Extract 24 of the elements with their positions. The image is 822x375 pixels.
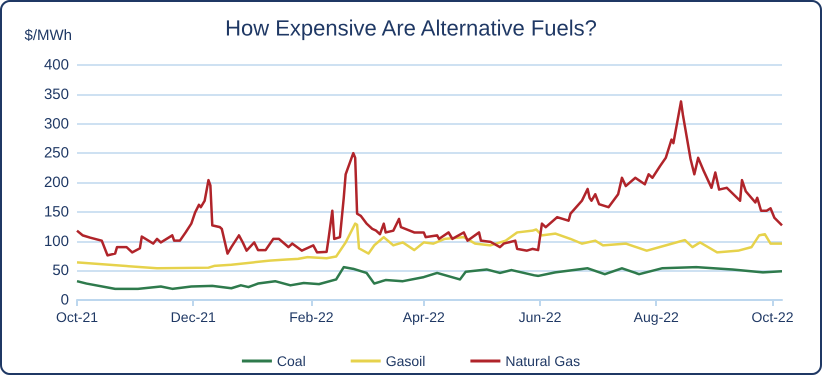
x-tick-label: Oct-21 — [56, 309, 98, 325]
legend-label: Natural Gas — [505, 353, 580, 369]
legend-label: Gasoil — [386, 353, 426, 369]
y-axis-title: $/MWh — [24, 27, 72, 44]
y-tick-label: 300 — [44, 115, 69, 132]
y-tick-label: 150 — [44, 203, 69, 220]
x-tick-label: Dec-21 — [170, 309, 216, 325]
x-tick-label: Apr-22 — [402, 309, 446, 325]
x-tick-label: Aug-22 — [634, 309, 680, 325]
legend-label: Coal — [276, 353, 306, 369]
chart-title: How Expensive Are Alternative Fuels? — [225, 16, 597, 40]
y-tick-label: 350 — [44, 86, 69, 103]
y-tick-label: 200 — [44, 174, 69, 191]
y-tick-label: 250 — [44, 144, 69, 162]
y-tick-label: 400 — [44, 56, 69, 74]
y-tick-label: 50 — [52, 262, 69, 280]
y-tick-label: 0 — [60, 292, 69, 308]
line-series — [76, 100, 784, 257]
line-series — [76, 266, 784, 290]
line-series — [76, 222, 784, 270]
x-tick-label: Oct-22 — [751, 309, 794, 325]
y-tick-label: 100 — [44, 232, 69, 250]
x-tick-label: Jun-22 — [518, 309, 562, 325]
x-tick-label: Feb-22 — [289, 309, 334, 325]
